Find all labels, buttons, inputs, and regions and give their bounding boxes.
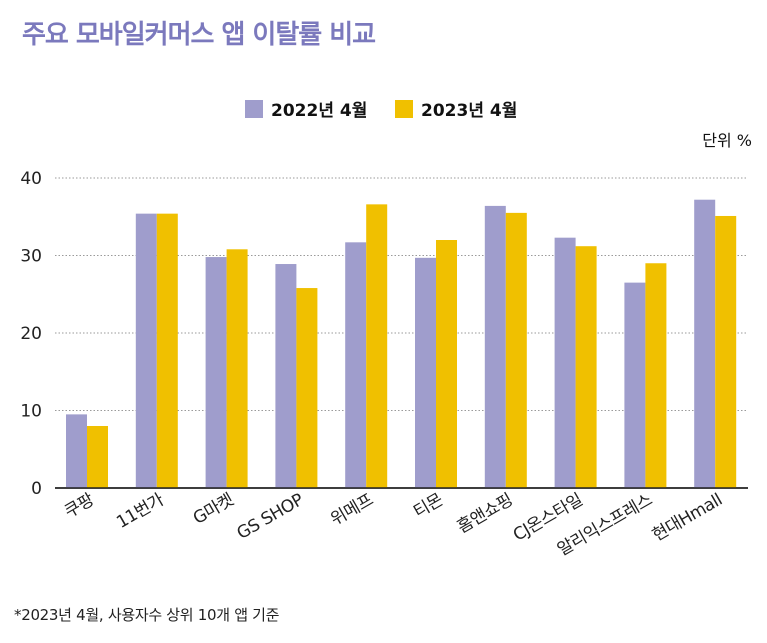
bar-2023 bbox=[505, 212, 527, 488]
bar-2022 bbox=[624, 282, 646, 488]
y-tick-label: 20 bbox=[20, 324, 42, 344]
y-tick-label: 40 bbox=[20, 169, 42, 189]
x-tick-label: 티몬 bbox=[410, 490, 446, 522]
bar-2023 bbox=[715, 215, 737, 488]
bar-2022 bbox=[345, 242, 367, 488]
unit-label: 단위 % bbox=[702, 131, 752, 150]
footnote: *2023년 4월, 사용자수 상위 10개 앱 기준 bbox=[14, 606, 280, 624]
legend-item: 2023년 4월 bbox=[395, 100, 517, 121]
bar-2022 bbox=[135, 213, 157, 488]
x-tick-label: 쿠팡 bbox=[61, 490, 98, 523]
bars bbox=[55, 199, 748, 489]
bar-2022 bbox=[275, 264, 297, 488]
legend: 2022년 4월 2023년 4월 bbox=[245, 100, 517, 121]
y-tick-label: 0 bbox=[31, 479, 42, 499]
legend-label: 2022년 4월 bbox=[271, 101, 367, 121]
bar-2022 bbox=[694, 199, 716, 488]
bar-2023 bbox=[436, 240, 457, 488]
y-tick-label: 30 bbox=[20, 247, 42, 267]
y-tick-label: 10 bbox=[20, 402, 42, 422]
bar-2023 bbox=[296, 288, 318, 488]
legend-swatch bbox=[245, 100, 263, 118]
x-tick-label: 현대Hmall bbox=[649, 490, 726, 546]
y-axis-ticks: 0 10 20 30 40 bbox=[20, 169, 42, 499]
legend-label: 2023년 4월 bbox=[421, 101, 517, 121]
bar-2023 bbox=[87, 426, 108, 488]
bar-2023 bbox=[575, 246, 597, 488]
bar-2022 bbox=[415, 257, 436, 488]
legend-item: 2022년 4월 bbox=[245, 100, 367, 121]
legend-swatch bbox=[395, 100, 413, 118]
bar-2023 bbox=[226, 249, 248, 488]
bar-2022 bbox=[554, 237, 576, 488]
bar-2022 bbox=[484, 205, 506, 488]
bar-2023 bbox=[366, 204, 388, 488]
x-tick-label: 홈앤쇼핑 bbox=[454, 490, 516, 538]
x-tick-label: GS SHOP bbox=[234, 490, 307, 544]
x-tick-label: 위메프 bbox=[327, 490, 376, 530]
x-tick-label: G마켓 bbox=[190, 490, 237, 529]
chart-title: 주요 모바일커머스 앱 이탈률 비교 bbox=[22, 20, 376, 50]
bar-2022 bbox=[205, 257, 227, 488]
bar-2023 bbox=[156, 213, 178, 488]
bar-2022 bbox=[66, 414, 87, 488]
x-tick-label: 11번가 bbox=[113, 490, 168, 533]
bar-2023 bbox=[645, 263, 667, 488]
